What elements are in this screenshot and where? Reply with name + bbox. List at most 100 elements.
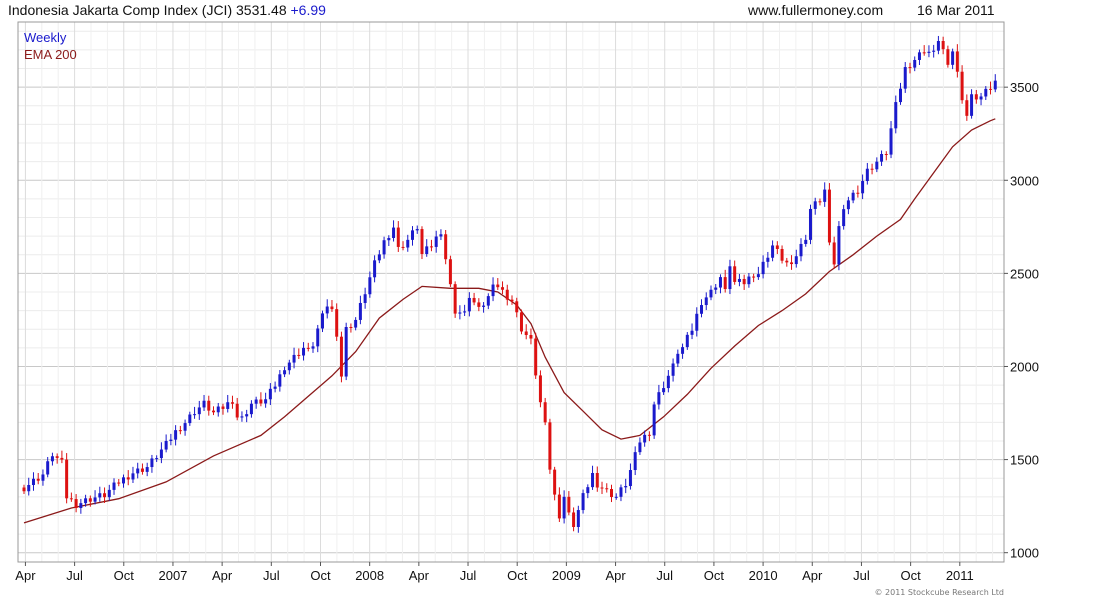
plot-frame (17, 21, 1005, 563)
price-bar (60, 457, 64, 460)
price-bar (264, 399, 268, 404)
price-bar (794, 256, 798, 265)
price-bar (884, 154, 888, 156)
price-bar (330, 306, 334, 310)
price-bar (31, 478, 35, 486)
price-bar (463, 311, 467, 313)
price-bar (576, 510, 580, 527)
x-tick-label: Oct (310, 568, 331, 583)
price-bar (420, 229, 424, 255)
x-tick-label: 2008 (355, 568, 384, 583)
price-bar (448, 259, 452, 285)
price-bar (662, 388, 666, 393)
price-bar (723, 277, 727, 290)
price-bar (771, 245, 775, 258)
price-bar (837, 226, 841, 265)
price-bar (188, 414, 192, 424)
price-bar (647, 434, 651, 436)
price-bar (775, 245, 779, 249)
price-bar (482, 305, 486, 307)
price-bar (875, 161, 879, 170)
price-bar (230, 402, 234, 404)
price-bar (690, 330, 694, 335)
price-bar (406, 239, 410, 248)
price-bar (320, 313, 324, 329)
price-bar (505, 289, 509, 300)
price-bar (349, 327, 353, 329)
legend-weekly: Weekly (24, 30, 67, 45)
price-bar (614, 496, 618, 498)
price-bar (515, 301, 519, 313)
price-bar (491, 284, 495, 297)
price-bar (704, 297, 708, 306)
price-bar (103, 493, 107, 498)
price-bar (808, 208, 812, 240)
price-bar (98, 493, 102, 498)
price-bar (287, 362, 291, 371)
price-bar (453, 284, 457, 314)
price-bar (79, 503, 83, 508)
y-tick-label: 2500 (1010, 266, 1039, 281)
price-bar (259, 399, 263, 404)
chart-date: 16 Mar 2011 (917, 2, 995, 18)
price-bar (832, 242, 836, 265)
price-bar (557, 494, 561, 519)
price-bar (36, 478, 40, 481)
price-bar (178, 430, 182, 432)
price-bar (240, 416, 244, 418)
price-bar (543, 402, 547, 423)
price-bar (548, 422, 552, 470)
price-bar (22, 487, 26, 492)
x-tick-label: 2011 (946, 568, 974, 583)
price-bar (880, 154, 884, 162)
price-bar (666, 375, 670, 389)
price-bar (894, 102, 898, 129)
y-tick-label: 1500 (1010, 453, 1039, 468)
price-bar (927, 51, 931, 53)
price-bar (65, 459, 69, 499)
price-bar (562, 496, 566, 519)
price-bar (595, 472, 599, 488)
chart-title: Indonesia Jakarta Comp Index (JCI) (8, 2, 233, 18)
price-bar (150, 458, 154, 468)
x-tick-label: Oct (114, 568, 135, 583)
price-bar (510, 299, 514, 302)
price-bar (425, 246, 429, 255)
price-bar (278, 374, 282, 387)
price-bar (747, 276, 751, 285)
price-bar (932, 50, 936, 52)
price-bar (756, 274, 760, 278)
x-tick-label: 2007 (158, 568, 187, 583)
price-bar (605, 488, 609, 490)
price-bar (676, 353, 680, 364)
price-bar (889, 128, 893, 155)
price-bar (112, 482, 116, 490)
price-bar (695, 313, 699, 331)
price-bar (164, 440, 168, 450)
price-bar (709, 289, 713, 298)
x-tick-label: Jul (66, 568, 83, 583)
price-bar (50, 456, 54, 462)
price-bar (865, 168, 869, 182)
price-bar (827, 189, 831, 243)
price-bar (268, 388, 272, 400)
price-bar (913, 59, 917, 68)
price-bar (358, 302, 362, 320)
site-link[interactable]: www.fullermoney.com (748, 2, 884, 18)
price-bar (804, 239, 808, 244)
price-bar (434, 236, 438, 247)
price-bar (519, 312, 523, 332)
price-bar (202, 400, 206, 408)
change-value: +6.99 (290, 2, 326, 18)
x-tick-label: Jul (460, 568, 477, 583)
price-bar (946, 49, 950, 65)
y-tick-label: 3500 (1010, 80, 1039, 95)
price-bar (538, 375, 542, 403)
price-bar (899, 88, 903, 103)
price-bar (472, 297, 476, 303)
price-bar (121, 477, 125, 484)
y-tick-label: 3000 (1010, 173, 1039, 188)
price-bar (742, 278, 746, 285)
x-tick-label: 2010 (749, 568, 778, 583)
price-bar (638, 442, 642, 453)
